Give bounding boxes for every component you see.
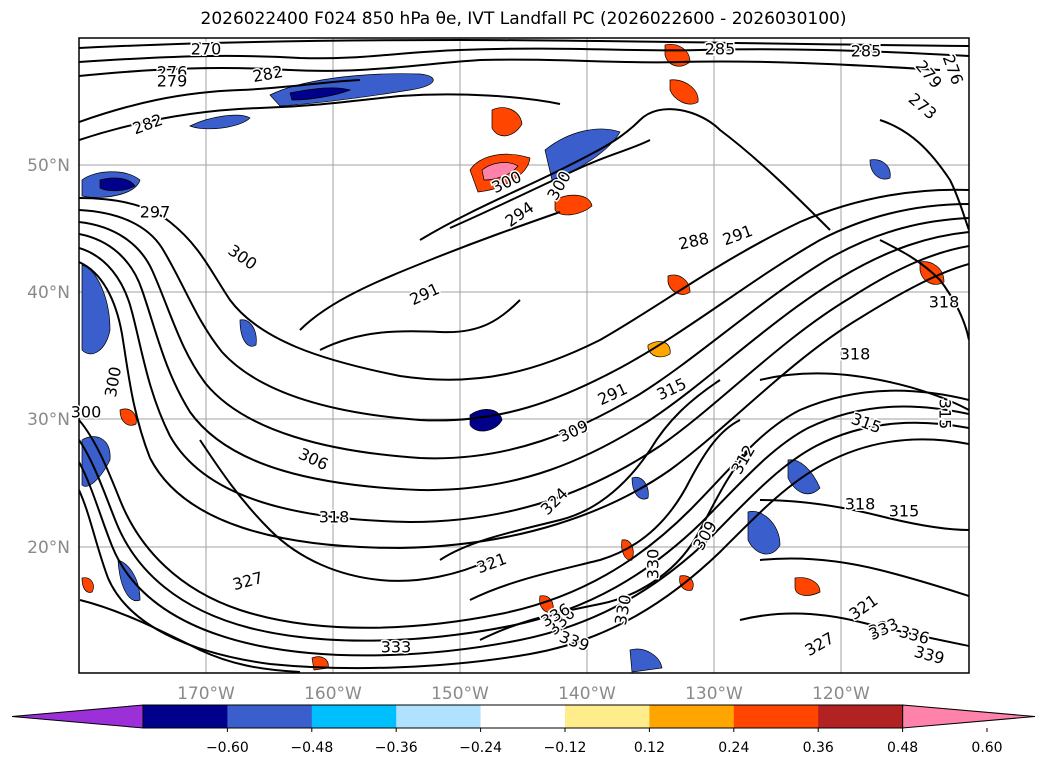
negative-patch <box>81 264 111 355</box>
contour-label: 318 <box>319 508 350 527</box>
negative-patch <box>117 559 141 602</box>
contour-label: 279 <box>157 72 188 91</box>
colorbar-segment <box>818 705 904 728</box>
latitude-label: 50°N <box>27 156 70 176</box>
contour-label: 300 <box>101 365 125 398</box>
longitude-labels: 170°W 160°W 150°W 140°W 130°W 120°W <box>177 684 870 704</box>
positive-patch <box>81 577 94 593</box>
contour-label: 297 <box>140 203 171 222</box>
figure-title: 2026022400 F024 850 hPa θe, IVT Landfall… <box>200 9 847 29</box>
negative-patch <box>869 159 891 180</box>
colorbar-tick-label: −0.12 <box>544 740 587 756</box>
latitude-label: 30°N <box>27 410 70 430</box>
negative-patch <box>629 648 663 673</box>
colorbar-tick-label: −0.60 <box>206 740 249 756</box>
negative-patch <box>239 319 257 347</box>
colorbar-tick-label: 0.24 <box>718 740 749 756</box>
positive-patch <box>667 274 691 295</box>
positive-patch <box>491 107 523 137</box>
positive-patch <box>621 539 634 561</box>
positive-patch <box>554 194 593 216</box>
map-panel <box>78 37 970 674</box>
positive-patch <box>794 577 821 596</box>
colorbar-tick-label: 0.48 <box>887 740 918 756</box>
positive-patch <box>481 162 519 181</box>
positive-patch <box>119 408 137 426</box>
longitude-label: 140°W <box>558 684 616 704</box>
colorbar-segment <box>649 705 735 728</box>
negative-patch <box>99 177 136 192</box>
colorbar-segment <box>227 705 313 728</box>
longitude-label: 160°W <box>304 684 362 704</box>
latitude-label: 20°N <box>27 538 70 558</box>
colorbar-segment <box>143 705 228 728</box>
colorbar-tick-label: −0.24 <box>459 740 502 756</box>
colorbar-tick-label: −0.36 <box>375 740 418 756</box>
colorbar-segment <box>733 705 819 728</box>
contour-label: 318 <box>929 293 960 312</box>
negative-patch <box>747 511 781 555</box>
contour-label: 282 <box>251 62 284 86</box>
contour-label: 285 <box>705 40 736 59</box>
colorbar-tick-label: −0.48 <box>290 740 333 756</box>
latitude-labels: 50°N 40°N 30°N 20°N <box>27 156 70 558</box>
colorbar-segment <box>396 705 482 728</box>
contour-label: 333 <box>381 638 412 657</box>
contour-label: 318 <box>840 345 871 364</box>
colorbar-segment <box>311 705 397 728</box>
positive-patch <box>669 79 699 105</box>
colorbar-tick-label: 0.60 <box>971 740 1002 756</box>
colorbar-extend-low <box>11 704 144 729</box>
theta-e-contours <box>79 38 969 673</box>
colorbar: −0.60 −0.48 −0.36 −0.24 −0.12 0.12 0.24 0.36 0.4… <box>11 704 1036 756</box>
colorbar-tick-label: 0.12 <box>634 740 665 756</box>
negative-patch <box>189 114 251 130</box>
contour-label: 276 <box>157 63 188 82</box>
longitude-label: 130°W <box>685 684 743 704</box>
negative-patch <box>81 436 111 487</box>
longitude-label: 170°W <box>177 684 235 704</box>
contour-label: 315 <box>889 502 920 521</box>
contour-label: 285 <box>851 42 882 61</box>
contour-label: 315 <box>936 399 955 430</box>
colorbar-segment <box>565 705 650 728</box>
colorbar-extend-high <box>902 704 1036 729</box>
contour-label: 300 <box>71 403 102 422</box>
longitude-label: 120°W <box>812 684 870 704</box>
map-background <box>79 38 969 673</box>
negative-patch <box>289 87 352 101</box>
contour-label: 330 <box>644 549 663 580</box>
shaded-patches <box>81 44 945 673</box>
colorbar-tick-label: 0.36 <box>803 740 834 756</box>
contour-label: 270 <box>191 40 222 59</box>
latitude-label: 40°N <box>27 283 70 303</box>
longitude-label: 150°W <box>431 684 489 704</box>
positive-patch <box>647 341 671 358</box>
colorbar-frame <box>142 704 904 729</box>
colorbar-segment <box>480 705 566 728</box>
contour-label: 318 <box>845 495 876 514</box>
map-frame <box>78 37 970 674</box>
